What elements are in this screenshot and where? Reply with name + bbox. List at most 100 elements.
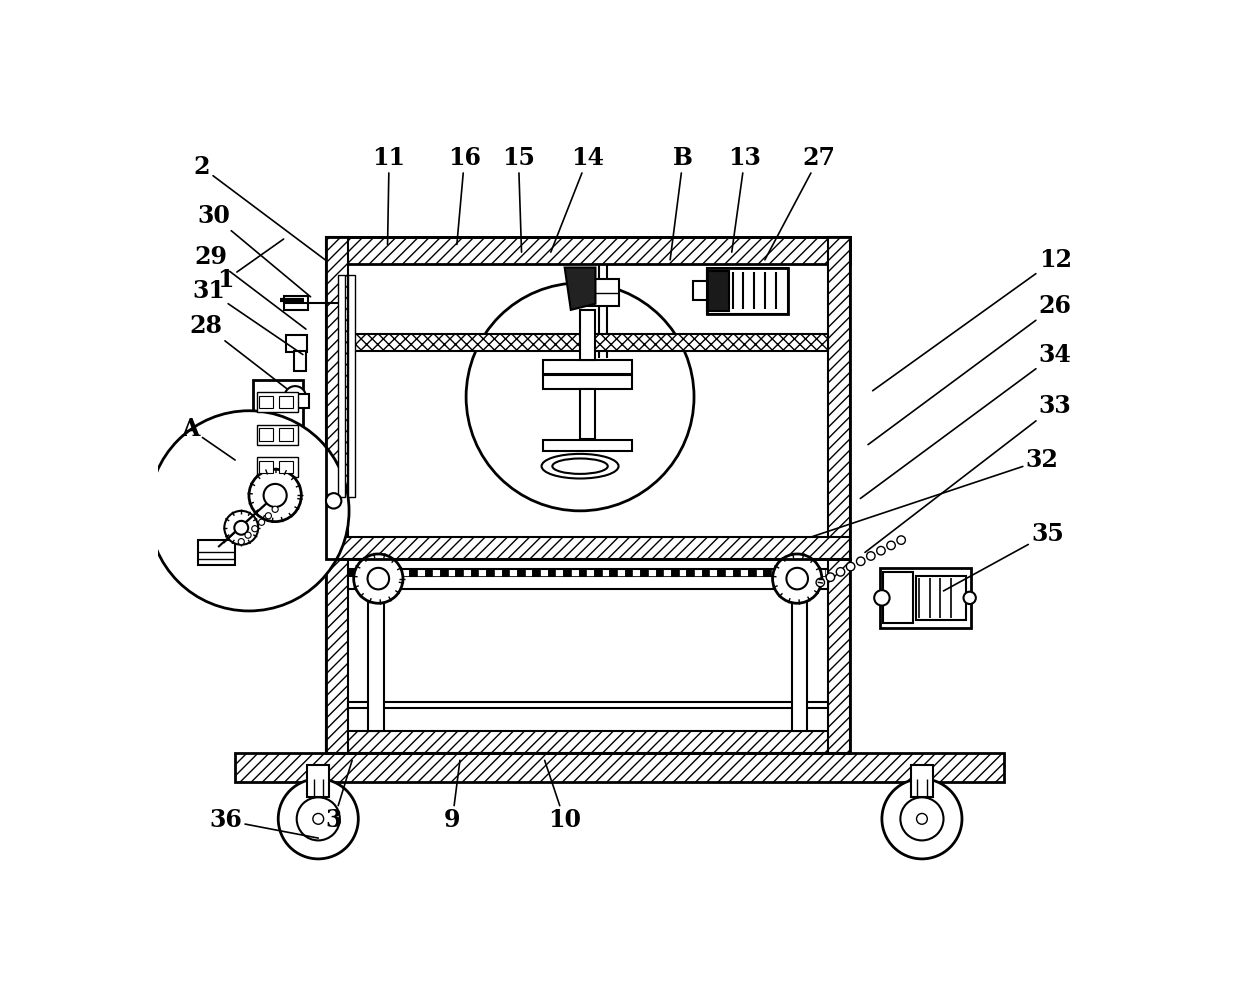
- Bar: [326, 559, 849, 752]
- Bar: [828, 237, 849, 559]
- Text: 32: 32: [811, 448, 1059, 537]
- Bar: [258, 424, 299, 445]
- Bar: [368, 590, 383, 731]
- Bar: [494, 569, 501, 576]
- Text: 31: 31: [192, 278, 303, 355]
- Bar: [326, 731, 849, 752]
- Bar: [556, 569, 563, 576]
- Circle shape: [836, 568, 844, 576]
- Bar: [588, 279, 619, 306]
- Bar: [570, 569, 579, 576]
- Text: B: B: [670, 147, 693, 260]
- Bar: [378, 569, 386, 576]
- Bar: [678, 569, 686, 576]
- Circle shape: [238, 538, 244, 545]
- Text: 11: 11: [372, 147, 405, 245]
- Text: 3: 3: [325, 760, 352, 832]
- Bar: [386, 569, 394, 576]
- Text: 12: 12: [873, 248, 1071, 390]
- Circle shape: [353, 554, 403, 604]
- Bar: [510, 569, 517, 576]
- Text: 28: 28: [190, 314, 288, 389]
- Bar: [792, 590, 807, 731]
- Circle shape: [847, 562, 854, 571]
- Bar: [279, 396, 293, 408]
- Bar: [326, 559, 347, 752]
- Bar: [548, 569, 556, 576]
- Text: 29: 29: [193, 245, 306, 329]
- Text: 35: 35: [944, 522, 1064, 591]
- Bar: [640, 569, 647, 576]
- Bar: [326, 237, 849, 264]
- Bar: [308, 765, 329, 798]
- Bar: [463, 569, 471, 576]
- Circle shape: [867, 552, 875, 560]
- Circle shape: [246, 532, 252, 538]
- Bar: [433, 569, 440, 576]
- Text: 16: 16: [448, 147, 481, 245]
- Circle shape: [278, 779, 358, 859]
- Circle shape: [874, 591, 889, 606]
- Circle shape: [367, 568, 389, 590]
- Bar: [671, 569, 678, 576]
- Bar: [326, 537, 849, 559]
- Ellipse shape: [542, 454, 619, 479]
- Bar: [326, 237, 849, 559]
- Bar: [259, 461, 273, 473]
- Bar: [817, 569, 825, 576]
- Ellipse shape: [552, 459, 608, 474]
- Circle shape: [816, 578, 825, 587]
- Bar: [771, 569, 779, 576]
- Bar: [258, 457, 299, 477]
- Bar: [883, 573, 913, 623]
- Circle shape: [882, 779, 962, 859]
- Bar: [663, 569, 671, 576]
- Bar: [693, 281, 707, 300]
- Circle shape: [326, 494, 341, 508]
- Circle shape: [252, 525, 258, 532]
- Bar: [517, 569, 525, 576]
- Bar: [259, 396, 273, 408]
- Bar: [748, 569, 755, 576]
- Bar: [580, 310, 595, 360]
- Circle shape: [284, 386, 306, 407]
- Bar: [717, 569, 725, 576]
- Bar: [402, 569, 409, 576]
- Bar: [828, 559, 849, 752]
- Bar: [281, 393, 309, 407]
- Bar: [632, 569, 640, 576]
- Circle shape: [264, 484, 286, 507]
- Bar: [543, 440, 632, 451]
- Circle shape: [296, 798, 340, 840]
- Bar: [279, 461, 293, 473]
- Bar: [587, 569, 594, 576]
- Bar: [448, 569, 455, 576]
- Circle shape: [249, 470, 301, 521]
- Bar: [198, 540, 236, 565]
- Bar: [702, 569, 709, 576]
- Polygon shape: [564, 268, 595, 310]
- Bar: [501, 569, 510, 576]
- Text: 30: 30: [197, 204, 310, 296]
- Circle shape: [224, 510, 258, 545]
- Bar: [409, 569, 417, 576]
- Circle shape: [900, 798, 944, 840]
- Bar: [417, 569, 424, 576]
- Circle shape: [877, 546, 885, 555]
- Text: 2: 2: [193, 156, 325, 260]
- Bar: [525, 569, 532, 576]
- Circle shape: [149, 410, 350, 610]
- Bar: [348, 275, 355, 497]
- Bar: [707, 268, 787, 314]
- Circle shape: [272, 506, 278, 512]
- Bar: [286, 335, 308, 352]
- Bar: [294, 351, 306, 371]
- Bar: [326, 237, 347, 559]
- Bar: [543, 376, 632, 389]
- Bar: [479, 569, 486, 576]
- Circle shape: [234, 521, 248, 535]
- Bar: [236, 752, 1003, 782]
- Bar: [347, 334, 828, 351]
- Bar: [258, 392, 299, 412]
- Bar: [686, 569, 694, 576]
